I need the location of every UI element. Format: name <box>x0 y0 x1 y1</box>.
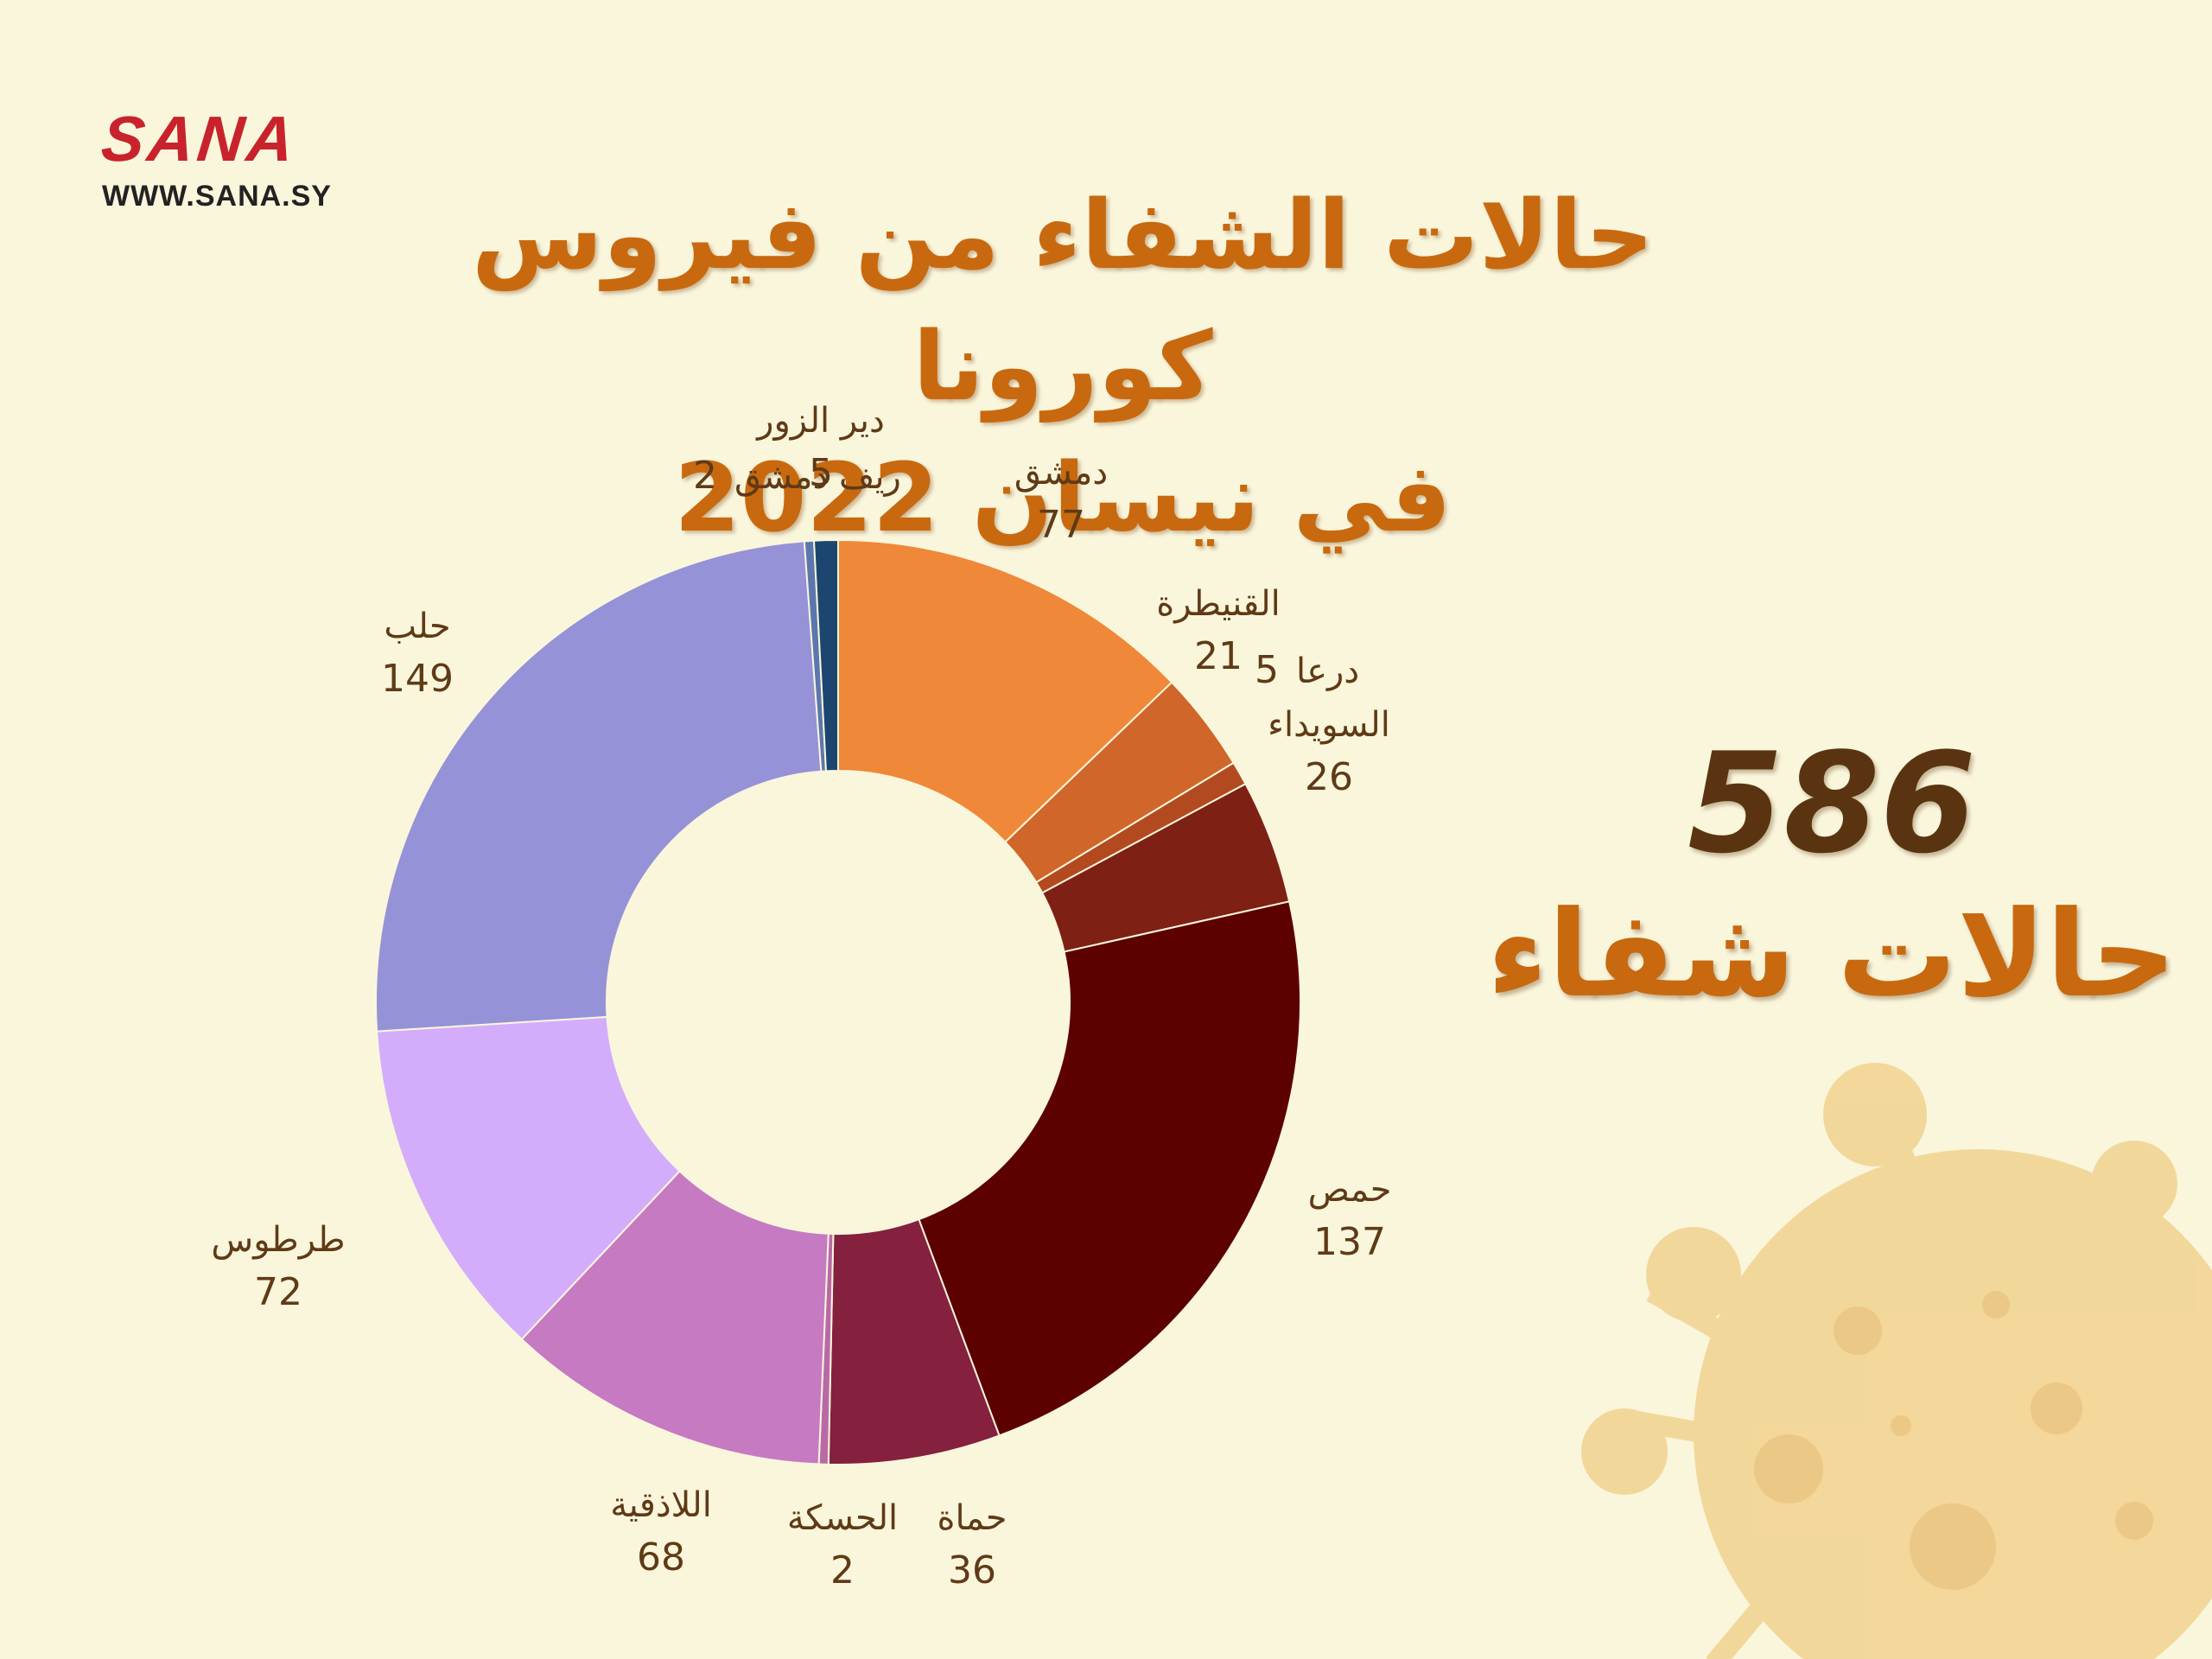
donut-slice <box>918 900 1301 1437</box>
slice-label-value: 5 <box>1255 648 1279 692</box>
donut-slice <box>812 538 839 772</box>
slice-label-name: طرطوس <box>211 1220 345 1260</box>
total-label: حالات شفاء <box>1486 885 2177 1024</box>
donut-slice <box>520 1169 830 1465</box>
slice-label-value: 72 <box>254 1270 302 1314</box>
total-number: 586 <box>1688 722 1976 884</box>
slice-label-name: درعا <box>1296 652 1359 691</box>
slice-label-name: السويداء <box>1268 705 1390 745</box>
slice-label-value: 149 <box>381 657 454 701</box>
page-title: حالات الشفاء من فيروس كورونا في نيسان 20… <box>328 169 1797 563</box>
slice-label-value: 5 <box>809 451 833 495</box>
slice-label-value: 21 <box>1194 634 1243 678</box>
slice-label-name: حماة <box>938 1498 1007 1538</box>
title-line-1: حالات الشفاء من فيروس كورونا <box>471 180 1655 422</box>
total-recoveries: 586 حالات شفاء <box>1486 726 2177 1028</box>
slice-label-value: 68 <box>637 1535 685 1580</box>
donut-slice <box>837 538 1173 843</box>
slice-label-value: 36 <box>948 1548 996 1592</box>
slice-label-name: الحسكة <box>787 1498 898 1538</box>
slice-label-value: 137 <box>1313 1220 1386 1264</box>
slice-label-name: دير الزور <box>755 401 885 441</box>
slice-label-name: حمص <box>1308 1170 1392 1210</box>
slice-label-value: 2 <box>830 1548 855 1592</box>
slice-label-value: 26 <box>1305 755 1353 799</box>
sana-logo-url: WWW.SANA.SY <box>102 180 332 213</box>
title-line-2: في نيسان 2022 <box>674 442 1452 553</box>
sana-logo: SANA WWW.SANA.SY <box>99 103 332 213</box>
slice-label-name: القنيطرة <box>1156 584 1281 624</box>
donut-slice <box>375 540 823 1033</box>
slice-label-value: 2 <box>693 454 717 498</box>
slice-label-name: ريف دمشق <box>734 457 901 497</box>
slice-label-name: حلب <box>384 607 450 646</box>
slice-label-value: 77 <box>1037 503 1085 547</box>
donut-slice <box>375 1015 681 1341</box>
slice-label-name: دمشق <box>1014 453 1108 493</box>
slice-label-name: اللاذقية <box>610 1485 712 1525</box>
